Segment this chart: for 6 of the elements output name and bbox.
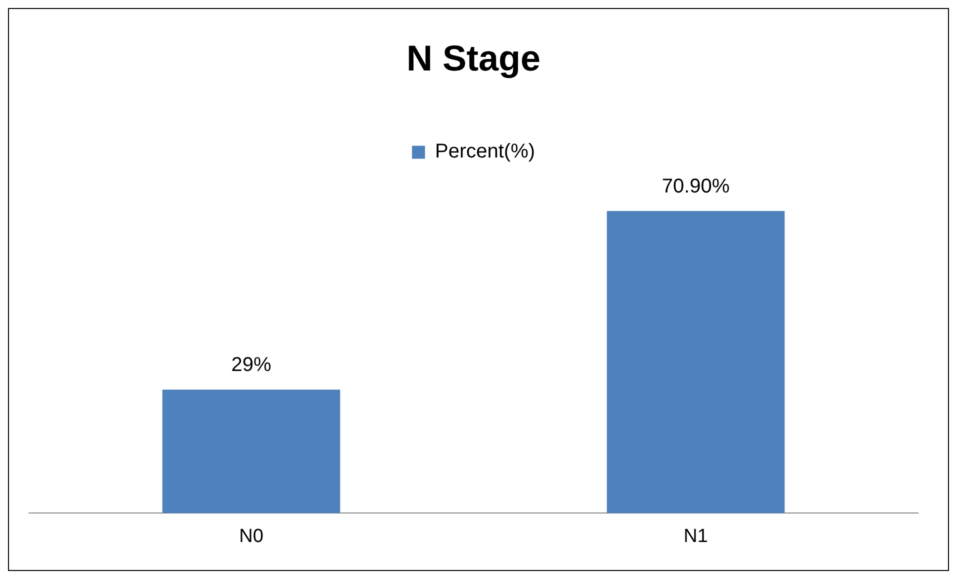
x-tick-label: N0 [239, 526, 264, 547]
chart-title: N Stage [406, 38, 541, 79]
legend-label: Percent(%) [434, 140, 536, 163]
data-label: 70.90% [662, 176, 730, 198]
data-label: 29% [231, 354, 272, 376]
x-tick-label: N1 [684, 526, 708, 547]
